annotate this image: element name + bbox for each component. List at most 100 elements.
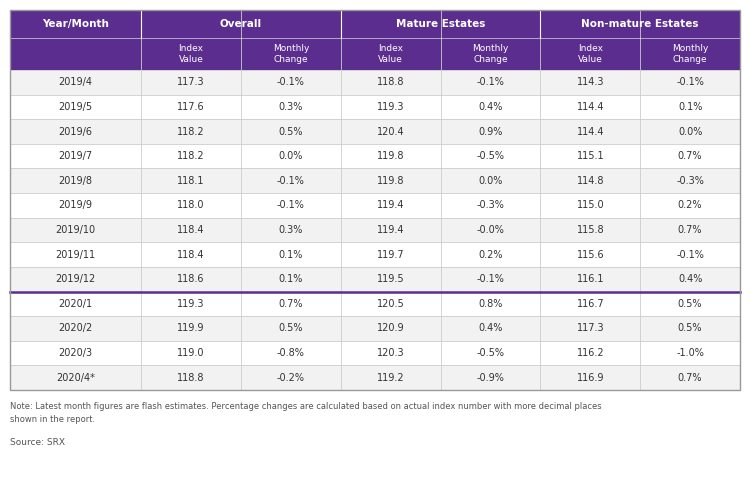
Text: 0.2%: 0.2%: [478, 250, 502, 260]
Bar: [10, 193, 740, 218]
Text: 2020/1: 2020/1: [58, 299, 92, 309]
Text: 0.1%: 0.1%: [279, 250, 303, 260]
Text: 119.8: 119.8: [377, 176, 404, 186]
Text: 119.4: 119.4: [377, 225, 404, 235]
Text: 116.1: 116.1: [577, 274, 604, 284]
Text: 118.6: 118.6: [177, 274, 205, 284]
Text: 119.4: 119.4: [377, 201, 404, 210]
Text: 119.3: 119.3: [177, 299, 205, 309]
Text: -0.2%: -0.2%: [277, 373, 304, 383]
Text: Index
Value: Index Value: [578, 44, 603, 64]
Bar: [10, 316, 740, 341]
Bar: [10, 267, 740, 292]
Text: 2020/3: 2020/3: [58, 348, 92, 358]
Bar: [10, 144, 740, 169]
Text: 0.4%: 0.4%: [678, 274, 702, 284]
Text: 117.6: 117.6: [177, 102, 205, 112]
Text: 118.4: 118.4: [177, 225, 205, 235]
Text: 114.4: 114.4: [577, 102, 604, 112]
Bar: [10, 10, 740, 390]
Text: Index
Value: Index Value: [378, 44, 404, 64]
Text: 117.3: 117.3: [577, 323, 604, 334]
Text: 115.0: 115.0: [577, 201, 604, 210]
Text: 0.0%: 0.0%: [279, 151, 303, 161]
Text: 114.4: 114.4: [577, 127, 604, 136]
Text: 2019/6: 2019/6: [58, 127, 92, 136]
Text: 0.9%: 0.9%: [478, 127, 502, 136]
Text: 2019/8: 2019/8: [58, 176, 92, 186]
Text: Note: Latest month figures are flash estimates. Percentage changes are calculate: Note: Latest month figures are flash est…: [10, 402, 602, 424]
Text: 120.9: 120.9: [376, 323, 404, 334]
Text: 115.8: 115.8: [577, 225, 604, 235]
Text: Index
Value: Index Value: [178, 44, 203, 64]
Text: 120.3: 120.3: [376, 348, 404, 358]
Text: 0.7%: 0.7%: [678, 151, 702, 161]
Text: Overall: Overall: [220, 19, 262, 29]
Text: 0.4%: 0.4%: [478, 102, 502, 112]
Text: Monthly
Change: Monthly Change: [273, 44, 309, 64]
Text: 0.0%: 0.0%: [678, 127, 702, 136]
Bar: [10, 242, 740, 267]
Text: -0.3%: -0.3%: [476, 201, 505, 210]
Text: -0.1%: -0.1%: [277, 201, 304, 210]
Text: 118.8: 118.8: [177, 373, 205, 383]
Bar: [10, 169, 740, 193]
Text: 119.8: 119.8: [377, 151, 404, 161]
Text: 2019/4: 2019/4: [58, 77, 92, 87]
Text: 119.0: 119.0: [177, 348, 205, 358]
Text: 118.0: 118.0: [177, 201, 205, 210]
Text: 0.1%: 0.1%: [279, 274, 303, 284]
Text: 2019/12: 2019/12: [56, 274, 96, 284]
Text: 115.1: 115.1: [577, 151, 604, 161]
Text: 2019/10: 2019/10: [56, 225, 95, 235]
Text: 2019/9: 2019/9: [58, 201, 92, 210]
Text: 0.8%: 0.8%: [478, 299, 502, 309]
Text: -0.1%: -0.1%: [676, 77, 704, 87]
Text: 0.5%: 0.5%: [278, 323, 303, 334]
Text: -0.8%: -0.8%: [277, 348, 304, 358]
Text: -0.1%: -0.1%: [277, 77, 304, 87]
Text: -0.9%: -0.9%: [476, 373, 505, 383]
Text: 116.7: 116.7: [577, 299, 604, 309]
Text: 2019/11: 2019/11: [56, 250, 95, 260]
Text: 118.8: 118.8: [377, 77, 404, 87]
Bar: [10, 10, 740, 38]
Text: 0.5%: 0.5%: [278, 127, 303, 136]
Text: 119.2: 119.2: [376, 373, 404, 383]
Text: 2019/7: 2019/7: [58, 151, 92, 161]
Bar: [10, 365, 740, 390]
Text: -0.5%: -0.5%: [476, 348, 505, 358]
Text: 0.2%: 0.2%: [678, 201, 702, 210]
Text: 0.4%: 0.4%: [478, 323, 502, 334]
Text: 120.4: 120.4: [376, 127, 404, 136]
Text: 0.3%: 0.3%: [279, 102, 303, 112]
Text: 114.8: 114.8: [577, 176, 604, 186]
Text: Monthly
Change: Monthly Change: [472, 44, 508, 64]
Text: 0.5%: 0.5%: [678, 299, 702, 309]
Bar: [10, 94, 740, 119]
Text: 119.5: 119.5: [376, 274, 404, 284]
Text: 118.1: 118.1: [177, 176, 205, 186]
Bar: [10, 292, 740, 316]
Text: -0.1%: -0.1%: [476, 274, 505, 284]
Text: 116.9: 116.9: [577, 373, 604, 383]
Text: 2020/4*: 2020/4*: [56, 373, 95, 383]
Text: 2020/2: 2020/2: [58, 323, 93, 334]
Bar: [10, 119, 740, 144]
Text: Source: SRX: Source: SRX: [10, 438, 65, 447]
Bar: [10, 218, 740, 242]
Text: 119.7: 119.7: [376, 250, 404, 260]
Text: 114.3: 114.3: [577, 77, 604, 87]
Text: 116.2: 116.2: [577, 348, 604, 358]
Text: 119.9: 119.9: [177, 323, 205, 334]
Text: Mature Estates: Mature Estates: [396, 19, 485, 29]
Text: Non-mature Estates: Non-mature Estates: [581, 19, 699, 29]
Text: 0.5%: 0.5%: [678, 323, 702, 334]
Bar: [10, 341, 740, 365]
Text: 0.7%: 0.7%: [678, 225, 702, 235]
Bar: [10, 70, 740, 94]
Text: 119.3: 119.3: [377, 102, 404, 112]
Text: 118.2: 118.2: [177, 127, 205, 136]
Text: -1.0%: -1.0%: [676, 348, 704, 358]
Text: 0.7%: 0.7%: [678, 373, 702, 383]
